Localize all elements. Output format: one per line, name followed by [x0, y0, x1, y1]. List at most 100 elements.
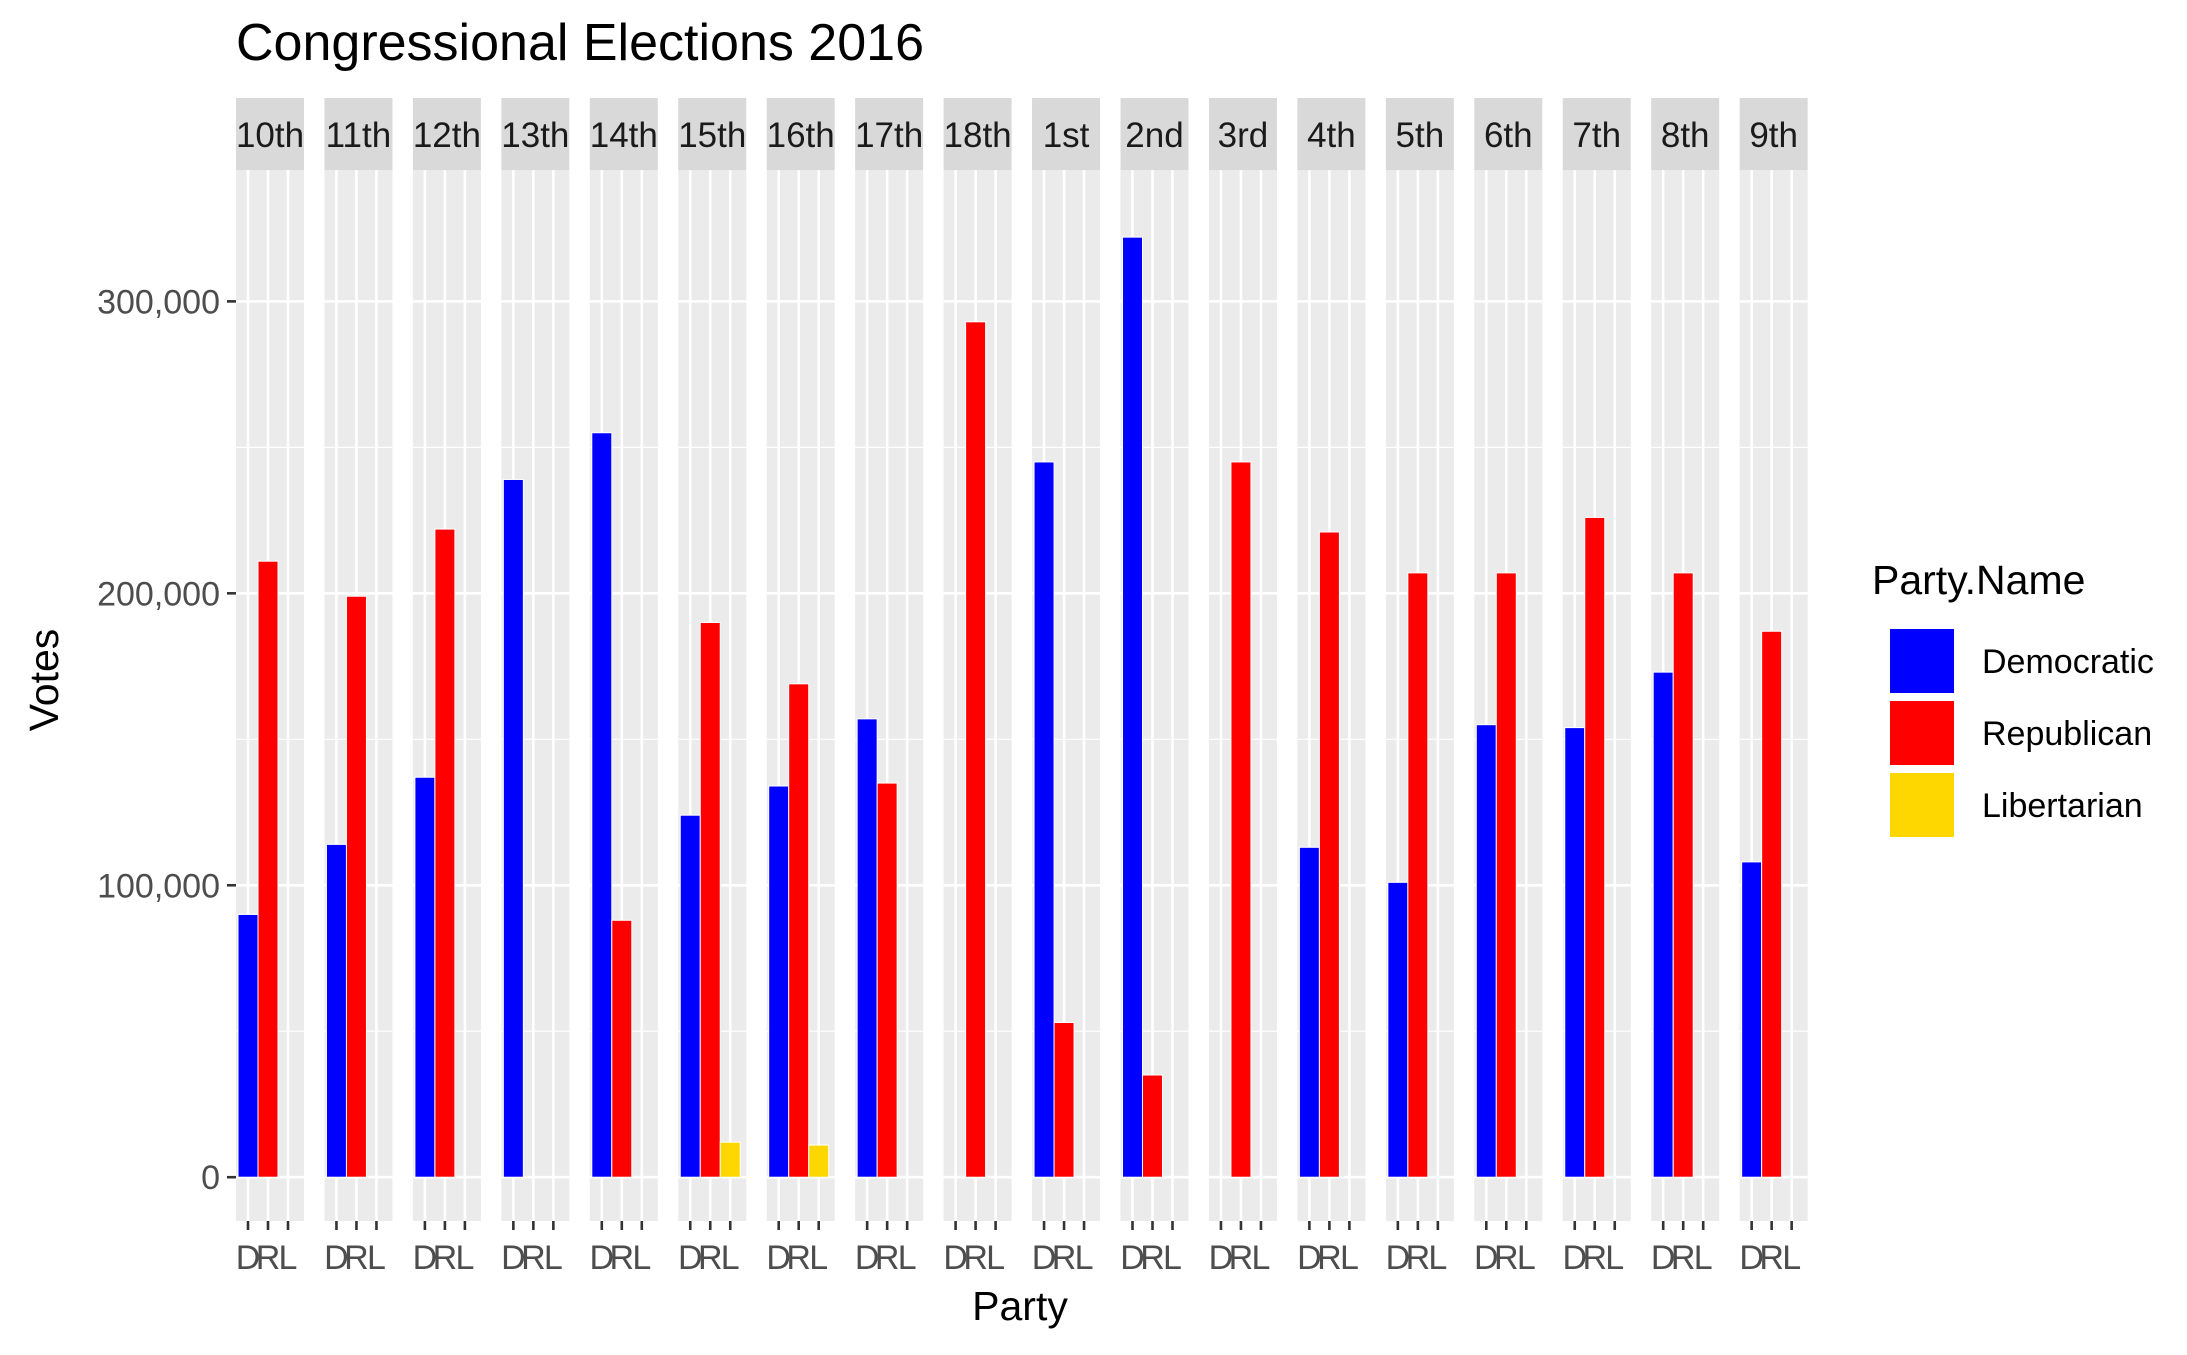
facet-label: 18th [944, 116, 1012, 155]
x-tick-label: D [766, 1239, 791, 1277]
bar-democratic [1475, 724, 1497, 1178]
bar-republican [1495, 572, 1517, 1178]
x-tick-label: D [678, 1239, 703, 1277]
facet-label: 17th [855, 116, 923, 155]
legend-key-republican [1888, 699, 1956, 767]
x-tick-label: D [1562, 1239, 1587, 1277]
x-tick-label: D [236, 1239, 261, 1277]
x-tick-label: R [1671, 1239, 1696, 1277]
x-tick-label: L [1517, 1239, 1536, 1277]
x-tick-label: R [1229, 1239, 1254, 1277]
x-tick-label: D [324, 1239, 349, 1277]
x-tick-label: R [963, 1239, 988, 1277]
x-tick-label: L [1251, 1239, 1270, 1277]
facet-strip [1120, 98, 1189, 170]
facet-label: 3rd [1218, 116, 1269, 155]
x-tick-label: L [898, 1239, 917, 1277]
legend-label-democratic: Democratic [1982, 643, 2154, 681]
x-tick-label: D [1651, 1239, 1676, 1277]
bar-democratic [502, 478, 524, 1178]
bar-democratic [591, 432, 613, 1178]
bar-democratic [237, 913, 259, 1178]
bar-republican [876, 782, 898, 1178]
x-tick-label: D [1386, 1239, 1411, 1277]
bar-republican [1318, 531, 1340, 1178]
bar-democratic [1122, 236, 1143, 1178]
x-tick-label: L [279, 1239, 298, 1277]
bar-democratic [768, 785, 790, 1178]
bar-republican [1230, 461, 1252, 1178]
facet-strip [1739, 98, 1808, 170]
facet-label: 10th [236, 116, 304, 155]
bar-republican [345, 595, 367, 1178]
bar-republican [788, 683, 810, 1178]
facet-label: 14th [590, 116, 658, 155]
facet-strip [501, 98, 570, 170]
bar-republican [699, 622, 721, 1178]
bar-republican [611, 919, 633, 1178]
facet-strip [1651, 98, 1720, 170]
x-tick-label: R [1582, 1239, 1607, 1277]
x-tick-label: R [786, 1239, 811, 1277]
y-tick-label: 300,000 [97, 283, 220, 321]
x-tick-label: R [344, 1239, 369, 1277]
chart-title: Congressional Elections 2016 [236, 14, 924, 72]
facet-strip [1208, 98, 1277, 170]
bar-republican [1142, 1074, 1163, 1178]
bar-democratic [414, 776, 436, 1178]
facet-label: 1st [1043, 116, 1090, 155]
bar-democratic [325, 843, 347, 1178]
x-tick-label: L [986, 1239, 1005, 1277]
x-tick-label: D [1032, 1239, 1057, 1277]
facet-strip [1032, 98, 1101, 170]
x-tick-label: D [1297, 1239, 1322, 1277]
facet-strip [236, 98, 304, 170]
bar-republican [434, 528, 456, 1178]
bar-democratic [1741, 861, 1763, 1178]
x-tick-label: L [1782, 1239, 1801, 1277]
x-tick-label: R [698, 1239, 723, 1277]
bar-republican [1761, 630, 1783, 1178]
bar-libertarian [808, 1144, 830, 1178]
facet-strip [412, 98, 481, 170]
x-tick-label: R [1759, 1239, 1784, 1277]
x-tick-label: L [455, 1239, 474, 1277]
x-tick-label: L [1605, 1239, 1624, 1277]
legend-label-republican: Republican [1982, 715, 2152, 753]
facet-label: 8th [1661, 116, 1710, 155]
x-tick-label: L [367, 1239, 386, 1277]
bar-democratic [856, 718, 878, 1178]
bar-republican [965, 321, 987, 1178]
facet-label: 11th [326, 116, 392, 155]
x-tick-label: D [413, 1239, 438, 1277]
x-tick-label: L [1428, 1239, 1447, 1277]
y-tick-label: 200,000 [97, 575, 220, 613]
x-tick-label: D [1209, 1239, 1234, 1277]
facet-strip [1385, 98, 1454, 170]
x-tick-label: L [721, 1239, 740, 1277]
x-tick-label: L [1694, 1239, 1713, 1277]
y-tick-label: 0 [201, 1159, 220, 1197]
x-tick-label: D [1120, 1239, 1145, 1277]
x-tick-label: D [943, 1239, 968, 1277]
legend-key-democratic [1888, 627, 1956, 695]
bar-republican [1672, 572, 1694, 1178]
bar-democratic [1387, 881, 1409, 1178]
bar-republican [1584, 516, 1606, 1178]
facet-strip [589, 98, 658, 170]
x-tick-label: R [433, 1239, 458, 1277]
facet-label: 6th [1484, 116, 1533, 155]
facet-strip [1297, 98, 1366, 170]
x-tick-label: R [1052, 1239, 1077, 1277]
x-tick-label: R [1140, 1239, 1165, 1277]
x-tick-label: R [256, 1239, 281, 1277]
facet-strip [324, 98, 393, 170]
bar-libertarian [719, 1141, 741, 1178]
bar-democratic [1564, 727, 1586, 1178]
legend-label-libertarian: Libertarian [1982, 787, 2143, 825]
facet-label: 13th [501, 116, 569, 155]
legend: Party.Name Democratic Republican Libertari… [1872, 557, 2154, 839]
x-tick-label: L [1163, 1239, 1182, 1277]
legend-title: Party.Name [1872, 557, 2085, 603]
